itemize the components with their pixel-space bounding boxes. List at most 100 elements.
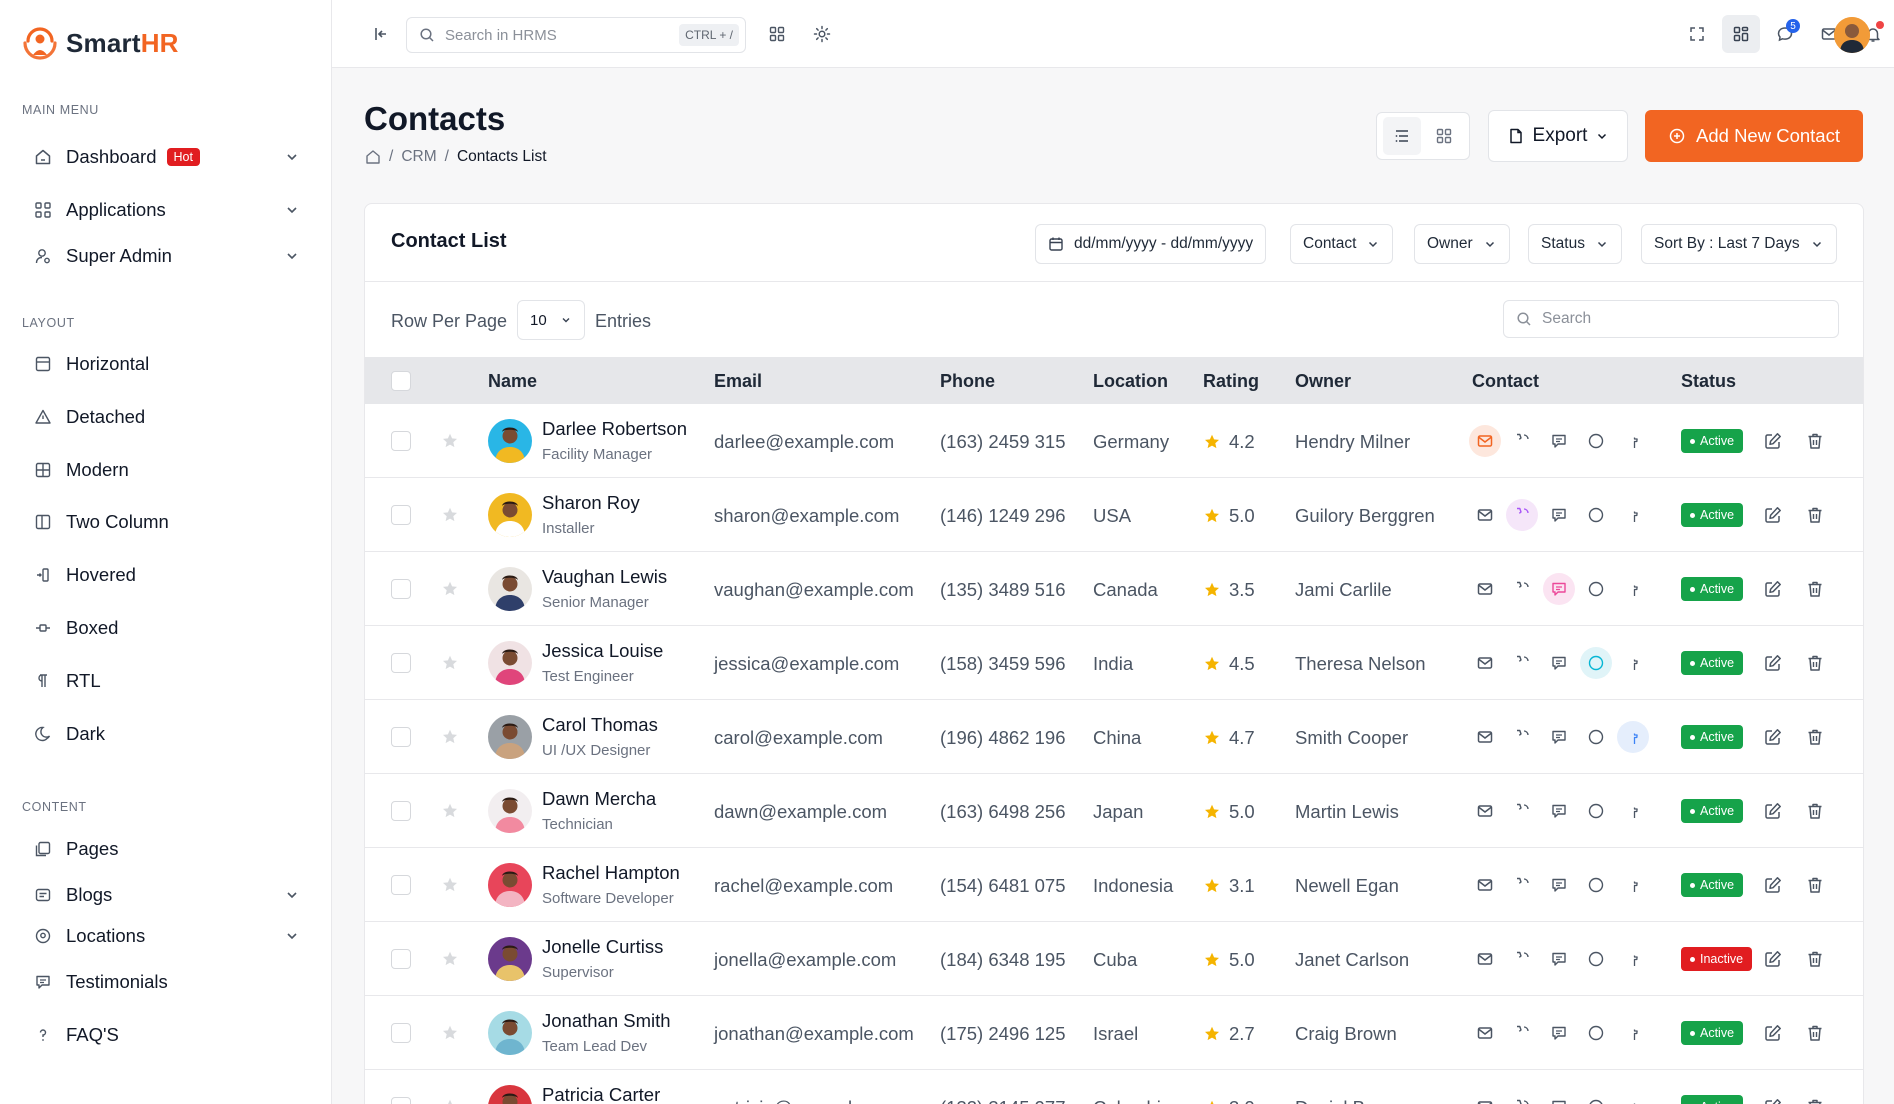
phone-icon[interactable] — [1506, 499, 1538, 531]
edit-icon[interactable] — [1763, 875, 1783, 895]
grid-view-button[interactable] — [1425, 117, 1463, 155]
trash-icon[interactable] — [1805, 505, 1825, 525]
sidebar-item-dark[interactable]: Dark — [22, 714, 310, 754]
column-header-email[interactable]: Email — [714, 371, 763, 391]
chat-button[interactable]: 5 — [1766, 15, 1804, 53]
contact-name[interactable]: Jonelle Curtiss — [542, 936, 664, 957]
sidebar-item-pages[interactable]: Pages — [22, 829, 310, 869]
avatar[interactable] — [488, 863, 532, 907]
user-avatar[interactable] — [1834, 17, 1870, 53]
mail-icon[interactable] — [1469, 1091, 1501, 1104]
message-icon[interactable] — [1543, 869, 1575, 901]
column-header-rating[interactable]: Rating — [1203, 371, 1259, 391]
contact-name[interactable]: Patricia Carter — [542, 1084, 661, 1104]
contact-name[interactable]: Sharon Roy — [542, 492, 640, 513]
contact-name[interactable]: Jonathan Smith — [542, 1010, 671, 1031]
phone-icon[interactable] — [1506, 869, 1538, 901]
avatar[interactable] — [488, 715, 532, 759]
column-header-location[interactable]: Location — [1093, 371, 1168, 391]
skype-icon[interactable] — [1580, 425, 1612, 457]
contact-name[interactable]: Dawn Mercha — [542, 788, 657, 809]
facebook-icon[interactable] — [1617, 425, 1649, 457]
phone-icon[interactable] — [1506, 721, 1538, 753]
row-checkbox[interactable] — [391, 505, 411, 525]
skype-icon[interactable] — [1580, 869, 1612, 901]
column-header-phone[interactable]: Phone — [940, 371, 996, 391]
home-icon[interactable] — [365, 149, 381, 165]
facebook-icon[interactable] — [1617, 499, 1649, 531]
mail-icon[interactable] — [1469, 499, 1501, 531]
table-search-input[interactable]: Search — [1503, 300, 1839, 338]
sidebar-item-blogs[interactable]: Blogs — [22, 875, 310, 915]
mail-icon[interactable] — [1469, 721, 1501, 753]
avatar[interactable] — [488, 1085, 532, 1104]
sidebar-item-faqs[interactable]: FAQ'S — [22, 1015, 310, 1055]
avatar[interactable] — [488, 789, 532, 833]
star-icon[interactable] — [441, 876, 459, 894]
phone-icon[interactable] — [1506, 573, 1538, 605]
row-checkbox[interactable] — [391, 875, 411, 895]
trash-icon[interactable] — [1805, 727, 1825, 747]
row-checkbox[interactable] — [391, 727, 411, 747]
sidebar-item-dashboard[interactable]: Dashboard Hot — [22, 137, 310, 177]
skype-icon[interactable] — [1580, 499, 1612, 531]
facebook-icon[interactable] — [1617, 1017, 1649, 1049]
message-icon[interactable] — [1543, 425, 1575, 457]
row-checkbox[interactable] — [391, 653, 411, 673]
collapse-sidebar-button[interactable] — [362, 15, 400, 53]
status-filter-dropdown[interactable]: Status — [1528, 224, 1622, 264]
edit-icon[interactable] — [1763, 579, 1783, 599]
date-range-filter[interactable]: dd/mm/yyyy - dd/mm/yyyy — [1035, 224, 1267, 264]
skype-icon[interactable] — [1580, 1091, 1612, 1104]
add-new-contact-button[interactable]: Add New Contact — [1645, 110, 1863, 162]
edit-icon[interactable] — [1763, 1097, 1783, 1104]
edit-icon[interactable] — [1763, 1023, 1783, 1043]
mail-icon[interactable] — [1469, 869, 1501, 901]
star-icon[interactable] — [441, 802, 459, 820]
trash-icon[interactable] — [1805, 1023, 1825, 1043]
mail-icon[interactable] — [1469, 573, 1501, 605]
avatar[interactable] — [488, 493, 532, 537]
phone-icon[interactable] — [1506, 647, 1538, 679]
star-icon[interactable] — [441, 728, 459, 746]
sidebar-item-applications[interactable]: Applications — [22, 190, 310, 230]
mail-icon[interactable] — [1469, 425, 1501, 457]
facebook-icon[interactable] — [1617, 647, 1649, 679]
message-icon[interactable] — [1543, 647, 1575, 679]
edit-icon[interactable] — [1763, 801, 1783, 821]
contact-filter-dropdown[interactable]: Contact — [1290, 224, 1394, 264]
column-header-status[interactable]: Status — [1681, 371, 1737, 391]
message-icon[interactable] — [1543, 795, 1575, 827]
trash-icon[interactable] — [1805, 431, 1825, 451]
breadcrumb-crm[interactable]: CRM — [401, 148, 437, 165]
star-icon[interactable] — [441, 654, 459, 672]
sidebar-item-two-column[interactable]: Two Column — [22, 502, 310, 542]
contact-name[interactable]: Darlee Robertson — [542, 418, 687, 439]
facebook-icon[interactable] — [1617, 943, 1649, 975]
message-icon[interactable] — [1543, 1017, 1575, 1049]
list-view-button[interactable] — [1383, 117, 1421, 155]
skype-icon[interactable] — [1580, 721, 1612, 753]
facebook-icon[interactable] — [1617, 573, 1649, 605]
row-checkbox[interactable] — [391, 431, 411, 451]
star-icon[interactable] — [441, 950, 459, 968]
phone-icon[interactable] — [1506, 1091, 1538, 1104]
trash-icon[interactable] — [1805, 579, 1825, 599]
sidebar-item-boxed[interactable]: Boxed — [22, 608, 310, 648]
sidebar-item-rtl[interactable]: RTL — [22, 661, 310, 701]
rows-per-page-select[interactable]: 10 — [517, 300, 585, 340]
select-all-checkbox[interactable] — [391, 371, 411, 391]
settings-button[interactable] — [803, 15, 841, 53]
star-icon[interactable] — [441, 580, 459, 598]
phone-icon[interactable] — [1506, 425, 1538, 457]
facebook-icon[interactable] — [1617, 721, 1649, 753]
skype-icon[interactable] — [1580, 1017, 1612, 1049]
fullscreen-button[interactable] — [1678, 15, 1716, 53]
star-icon[interactable] — [441, 1024, 459, 1042]
skype-icon[interactable] — [1580, 573, 1612, 605]
row-checkbox[interactable] — [391, 949, 411, 969]
skype-icon[interactable] — [1580, 647, 1612, 679]
trash-icon[interactable] — [1805, 801, 1825, 821]
star-icon[interactable] — [441, 506, 459, 524]
facebook-icon[interactable] — [1617, 1091, 1649, 1104]
